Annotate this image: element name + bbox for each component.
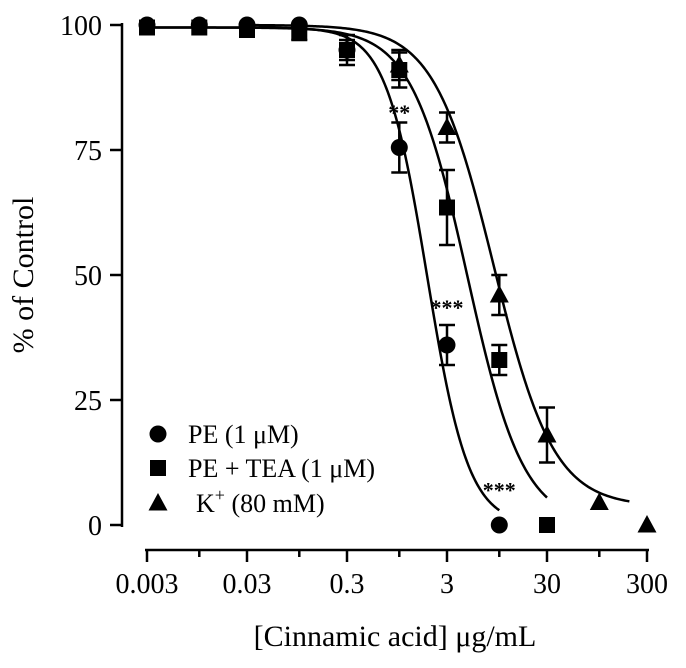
x-tick-label: 3 [440, 569, 454, 600]
legend-label-suffix: (80 mM) [225, 489, 325, 518]
data-point-circle [490, 516, 508, 534]
legend-label-sup: + [215, 485, 225, 505]
data-point-triangle [537, 425, 557, 443]
data-markers [138, 16, 657, 534]
data-point-square [291, 24, 308, 41]
x-tick-label: 0.3 [330, 569, 365, 600]
error-bars [239, 23, 555, 464]
data-point-circle [390, 139, 408, 156]
y-tick-label: 50 [74, 261, 102, 292]
significance-label: *** [431, 295, 464, 320]
legend-label: PE + TEA (1 μM) [188, 454, 375, 483]
data-point-triangle [637, 515, 657, 533]
significance-label: *** [483, 478, 516, 503]
y-tick-label: 25 [74, 386, 102, 417]
data-point-triangle [589, 492, 609, 510]
legend-marker-triangle [148, 493, 168, 511]
significance-annotations: ******** [388, 100, 516, 503]
y-tick-label: 0 [88, 511, 102, 542]
data-point-square [539, 517, 555, 533]
legend: PE (1 μM)PE + TEA (1 μM)K+ (80 mM) [148, 420, 375, 518]
data-point-square [439, 199, 455, 216]
y-axis-title: % of Control [7, 197, 40, 354]
x-axis-title: [Cinnamic acid] μg/mL [254, 620, 537, 653]
data-point-circle [438, 336, 456, 354]
legend-label: K+ (80 mM) [196, 485, 325, 518]
legend-marker-circle [149, 425, 167, 443]
x-tick-label: 30 [533, 569, 561, 600]
x-tick-label: 0.003 [116, 569, 179, 600]
data-point-square [239, 22, 255, 38]
data-point-square [491, 352, 508, 368]
x-tick-label: 0.03 [223, 569, 272, 600]
data-point-square [191, 19, 208, 36]
data-point-triangle [437, 117, 457, 135]
legend-marker-square [150, 460, 166, 476]
fit-curve [247, 23, 630, 503]
data-point-square [339, 42, 355, 58]
data-point-square [139, 19, 155, 36]
legend-label-prefix: K [196, 489, 215, 518]
x-axis-ticks: 0.003 0.03 0.3 3 30 300 [116, 550, 668, 600]
x-tick-label: 300 [626, 569, 668, 600]
y-tick-label: 75 [74, 136, 102, 167]
data-point-triangle [389, 55, 409, 73]
significance-label: ** [388, 100, 410, 125]
y-tick-label: 100 [60, 11, 102, 42]
data-point-triangle [489, 285, 509, 303]
y-axis-ticks: 0 25 50 75 100 [60, 11, 122, 542]
legend-label: PE (1 μM) [188, 420, 299, 449]
